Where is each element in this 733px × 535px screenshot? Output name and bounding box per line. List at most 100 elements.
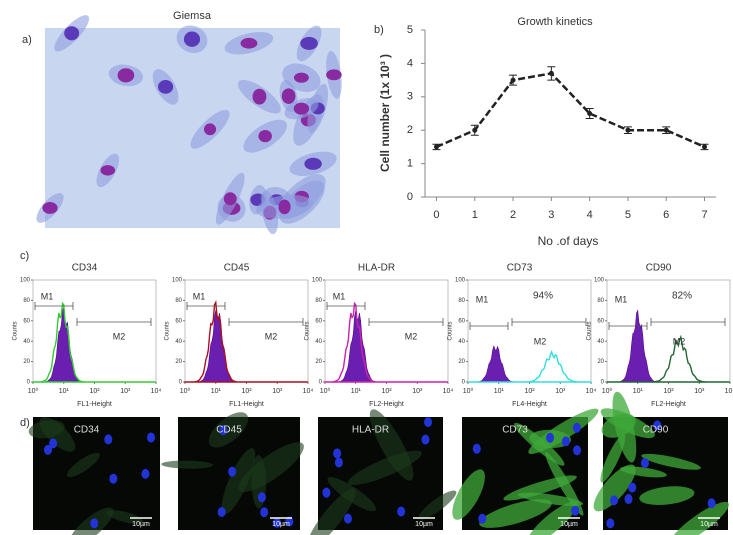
nucleus: [183, 31, 201, 47]
gate-label: M2: [405, 331, 418, 341]
x-tick-label: 4: [587, 209, 593, 221]
nucleus: [141, 468, 150, 479]
nucleus: [334, 457, 343, 468]
x-tick-label: 10³: [412, 388, 423, 395]
x-axis-label: FL1-Height: [229, 401, 264, 408]
data-point: [702, 144, 708, 150]
y-tick-label: 0: [407, 191, 413, 203]
nucleus: [326, 69, 342, 81]
data-line: [435, 72, 706, 149]
nucleus: [343, 513, 352, 524]
y-tick-label: 80: [175, 298, 182, 304]
cytoplasm: [517, 492, 584, 506]
scale-bar-label: 10µm: [132, 521, 150, 528]
nucleus: [217, 507, 226, 518]
y-tick-label: 60: [315, 318, 322, 324]
nucleus: [572, 422, 581, 433]
nucleus: [260, 507, 269, 518]
cytoplasm: [68, 507, 114, 535]
x-tick-label: 10⁴: [151, 388, 162, 395]
image-title: CD34: [74, 425, 100, 436]
image-title: HLA-DR: [352, 425, 389, 436]
y-tick-label: 20: [175, 359, 182, 365]
nucleus: [252, 88, 267, 105]
x-tick-label: 1: [472, 209, 478, 221]
x-tick-label: 10¹: [633, 388, 644, 395]
nucleus: [117, 68, 135, 83]
y-tick-label: 20: [597, 359, 604, 365]
isotype-histogram: [184, 300, 308, 383]
y-tick-label: 20: [23, 359, 30, 365]
gate-m2: [511, 318, 587, 326]
x-axis-label: FL2-Height: [369, 401, 404, 408]
chart-title: Growth kinetics: [517, 16, 593, 28]
nucleus: [628, 482, 637, 493]
gate-label: M2: [534, 336, 547, 346]
y-axis-label: Counts: [305, 321, 311, 340]
gate-label: M1: [615, 294, 628, 304]
nucleus: [624, 494, 633, 505]
y-tick-label: 60: [597, 318, 604, 324]
cytoplasm: [593, 464, 636, 512]
x-tick-label: 10⁴: [725, 388, 733, 395]
nucleus: [219, 425, 228, 436]
y-tick-label: 60: [458, 318, 465, 324]
cytoplasm: [641, 453, 701, 470]
nucleus: [478, 513, 487, 524]
x-tick-label: 10⁰: [463, 387, 474, 395]
x-tick-label: 7: [701, 209, 707, 221]
cytoplasm: [452, 469, 485, 520]
gate-m1: [34, 302, 74, 310]
x-tick-label: 10³: [272, 388, 283, 395]
nucleus: [707, 498, 716, 509]
gate-m2: [368, 318, 444, 326]
gate-label: M1: [193, 291, 206, 301]
y-tick-label: 100: [20, 278, 31, 284]
nucleus: [571, 505, 580, 516]
cytoplasm: [639, 486, 695, 505]
x-tick-label: 10²: [663, 388, 674, 395]
data-point: [625, 127, 631, 133]
x-tick-label: 10⁴: [303, 388, 314, 395]
nucleus: [300, 36, 318, 50]
x-tick-label: 10⁰: [602, 387, 613, 395]
nucleus: [64, 26, 80, 41]
x-tick-label: 3: [548, 209, 554, 221]
y-tick-label: 40: [597, 339, 604, 345]
stained-histogram: [33, 306, 156, 383]
y-tick-label: 3: [407, 91, 413, 103]
panel-label: d): [20, 417, 30, 429]
y-tick-label: 0: [601, 380, 605, 386]
y-tick-label: 40: [175, 339, 182, 345]
x-tick-label: 10¹: [351, 388, 362, 395]
nucleus: [100, 165, 116, 176]
nucleus: [158, 80, 174, 94]
nucleus: [322, 487, 331, 498]
cytoplasm: [39, 417, 76, 452]
cytoplasm: [418, 490, 457, 520]
y-tick-label: 100: [172, 278, 183, 284]
x-tick-label: 10⁴: [586, 388, 597, 395]
fluorescence-image: [593, 391, 729, 535]
nucleus: [640, 458, 649, 469]
nucleus: [285, 516, 294, 527]
x-tick-label: 10⁰: [180, 387, 191, 395]
stained-histogram: [468, 344, 591, 383]
plot-title: CD90: [646, 263, 672, 274]
x-axis-label: FL2-Height: [651, 401, 686, 408]
y-axis-label: Cell number (1x 10³ ): [378, 54, 392, 172]
cytoplasm: [221, 448, 256, 515]
gate-label: M2: [673, 336, 686, 346]
y-axis-label: Counts: [448, 321, 454, 340]
nucleus: [304, 157, 322, 170]
x-tick-label: 10¹: [59, 388, 70, 395]
y-tick-label: 5: [407, 24, 413, 36]
nucleus: [606, 518, 615, 529]
cytoplasm: [161, 460, 214, 469]
image-title: CD45: [216, 425, 242, 436]
nucleus: [333, 448, 342, 459]
nucleus: [293, 72, 309, 83]
nucleus: [257, 492, 266, 503]
data-point: [587, 111, 593, 116]
